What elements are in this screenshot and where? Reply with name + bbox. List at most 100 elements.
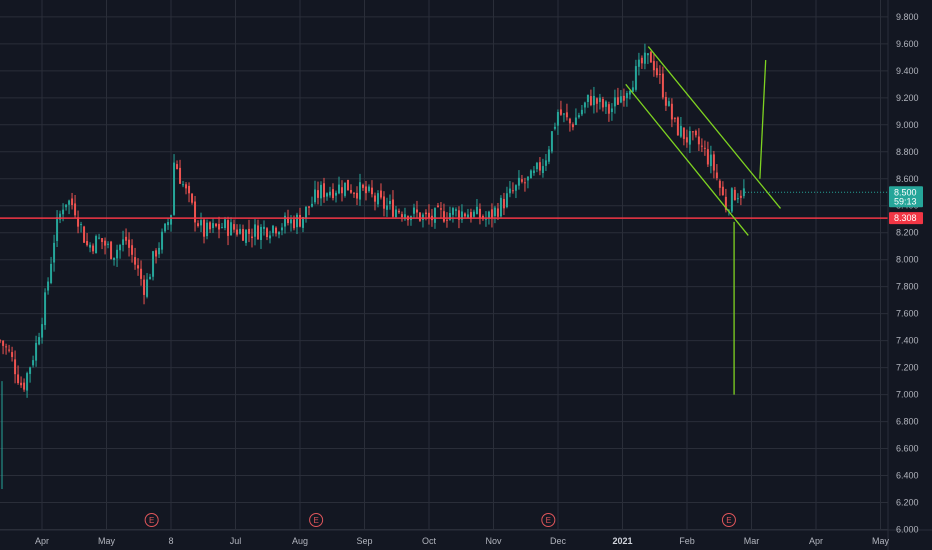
- trend-lines[interactable]: [625, 46, 782, 395]
- candle-body: [179, 167, 182, 184]
- candle-body: [580, 109, 583, 115]
- candle-body: [38, 337, 41, 345]
- candle-body: [655, 68, 658, 76]
- candle-body: [257, 225, 260, 240]
- candle-body: [688, 131, 691, 145]
- candle-body: [583, 102, 586, 108]
- candle-body: [290, 219, 293, 224]
- candle-body: [463, 213, 466, 217]
- earnings-icon[interactable]: E: [309, 513, 324, 527]
- candle-body: [439, 208, 442, 210]
- candle-body: [227, 220, 230, 236]
- candle-body: [194, 201, 197, 223]
- candle-body: [236, 229, 239, 235]
- time-tick-label: Nov: [485, 536, 502, 546]
- candle-body: [424, 212, 427, 215]
- price-tick-label: 9.200: [896, 93, 919, 103]
- candles: [0, 43, 745, 490]
- candle-body: [709, 154, 712, 167]
- candle-body: [185, 184, 188, 189]
- candle-body: [20, 382, 23, 386]
- candle-body: [340, 187, 343, 194]
- candle-body: [379, 190, 382, 198]
- candle-body: [80, 224, 83, 226]
- candle-body: [2, 340, 5, 346]
- candle-body: [571, 124, 574, 128]
- candle-body: [281, 227, 284, 231]
- candle-body: [502, 198, 505, 209]
- candle-body: [203, 219, 206, 237]
- price-tick-label: 7.000: [896, 390, 919, 400]
- candle-body: [610, 108, 613, 112]
- earnings-icon[interactable]: E: [541, 513, 556, 527]
- candle-body: [152, 251, 155, 277]
- candle-body: [466, 214, 469, 218]
- candle-body: [122, 239, 125, 246]
- candle-body: [251, 236, 254, 239]
- candle-body: [41, 324, 44, 338]
- candle-body: [316, 190, 319, 198]
- candle-body: [128, 239, 131, 248]
- candle-body: [176, 164, 179, 170]
- candle-body: [664, 96, 667, 106]
- candle-body: [433, 208, 436, 223]
- candle-body: [388, 201, 391, 205]
- candle-body: [451, 208, 454, 215]
- candle-body: [56, 217, 59, 241]
- candle-body: [209, 222, 212, 230]
- candle-body: [448, 213, 451, 220]
- candle-body: [89, 244, 92, 248]
- candle-body: [346, 179, 349, 191]
- candle-body: [352, 192, 355, 194]
- candle-body: [520, 179, 523, 182]
- candle-body: [146, 279, 149, 297]
- candle-body: [278, 232, 281, 235]
- earnings-label: E: [313, 516, 318, 525]
- candle-body: [718, 180, 721, 188]
- candle-body: [658, 73, 661, 75]
- candle-body: [68, 200, 71, 205]
- candle-body: [685, 137, 688, 143]
- candle-body: [191, 193, 194, 203]
- price-tick-label: 9.400: [896, 66, 919, 76]
- candle-body: [589, 96, 592, 106]
- candle-body: [646, 53, 649, 56]
- time-axis[interactable]: Apr May 8 Jul Aug Sep Oct Nov Dec 2021 Feb Mar Apr Ma…: [35, 536, 890, 546]
- candle-body: [331, 189, 334, 199]
- candle-body: [607, 104, 610, 114]
- horizontal-line-layer[interactable]: [0, 191, 888, 219]
- earnings-icon[interactable]: E: [721, 513, 736, 527]
- chart-grid: [0, 0, 888, 530]
- trend-line[interactable]: [625, 83, 749, 236]
- candle-body: [400, 214, 403, 218]
- candle-body: [355, 192, 358, 199]
- candle-body: [427, 212, 430, 218]
- trend-line[interactable]: [759, 60, 767, 179]
- time-tick-label: Dec: [550, 536, 567, 546]
- candle-body: [50, 263, 53, 283]
- candle-body: [526, 176, 529, 181]
- candle-body: [592, 95, 595, 106]
- candle-body: [92, 245, 95, 252]
- candle-body: [307, 206, 310, 208]
- time-tick-label: Sep: [356, 536, 372, 546]
- candle-body: [164, 223, 167, 232]
- candle-body: [32, 360, 35, 366]
- earnings-icon[interactable]: E: [144, 513, 159, 527]
- candle-body: [125, 236, 128, 241]
- candle-body: [493, 207, 496, 217]
- candle-body: [553, 126, 556, 129]
- candle-body: [634, 66, 637, 90]
- last-price-badge: [889, 186, 923, 208]
- candle-body: [224, 219, 227, 228]
- trend-line[interactable]: [647, 46, 782, 209]
- candle-body: [59, 213, 62, 220]
- candle-body: [412, 207, 415, 214]
- price-tick-label: 9.000: [896, 120, 919, 130]
- earnings-label: E: [726, 516, 731, 525]
- candle-body: [266, 228, 269, 238]
- candle-body: [71, 198, 74, 206]
- price-axis[interactable]: 9.8009.6009.4009.2009.0008.8008.6008.400…: [896, 12, 919, 535]
